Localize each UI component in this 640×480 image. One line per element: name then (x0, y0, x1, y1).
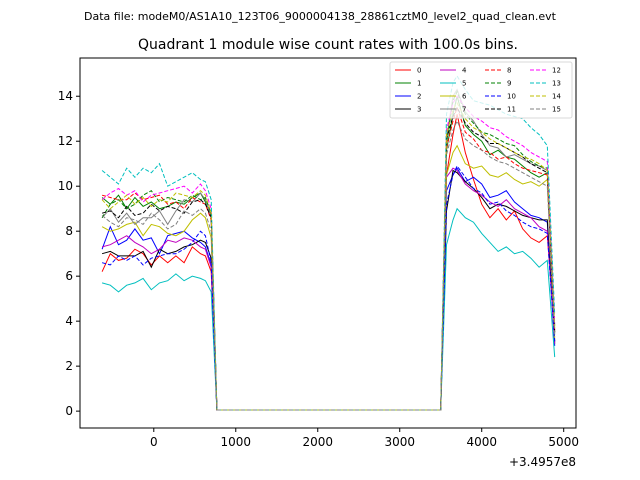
legend-label-10: 10 (507, 93, 516, 101)
legend-label-12: 12 (552, 67, 561, 75)
y-tick-label: 4 (65, 314, 73, 328)
x-tick-label: 4000 (466, 435, 497, 449)
y-tick-label: 10 (58, 179, 73, 193)
legend-label-6: 6 (462, 93, 467, 101)
y-tick-label: 0 (65, 404, 73, 418)
legend-label-13: 13 (552, 80, 561, 88)
y-tick-label: 6 (65, 269, 73, 283)
legend-label-9: 9 (507, 80, 511, 88)
chart-title: Quadrant 1 module wise count rates with … (138, 37, 518, 53)
y-axis: 0 2 4 6 8 10 12 14 (58, 89, 80, 418)
series-line-12 (101, 95, 556, 411)
legend-label-7: 7 (462, 106, 466, 114)
legend-label-4: 4 (462, 67, 467, 75)
x-axis: 0 1000 2000 3000 4000 5000 (150, 428, 579, 449)
legend-label-5: 5 (462, 80, 466, 88)
y-tick-label: 12 (58, 134, 73, 148)
y-tick-label: 8 (65, 224, 73, 238)
x-tick-label: 2000 (302, 435, 333, 449)
legend-label-2: 2 (417, 93, 421, 101)
legend-box (389, 61, 573, 119)
series-line-8 (101, 105, 556, 411)
x-tick-label: 3000 (384, 435, 415, 449)
legend-label-8: 8 (507, 67, 511, 75)
legend-label-14: 14 (552, 93, 561, 101)
x-tick-label: 1000 (220, 435, 251, 449)
x-tick-label: 5000 (548, 435, 579, 449)
y-tick-label: 2 (65, 359, 73, 373)
data-file-header: Data file: modeM0/AS1A10_123T06_90000041… (84, 10, 557, 23)
series-line-15 (101, 119, 556, 411)
legend-label-11: 11 (507, 106, 516, 114)
legend-label-3: 3 (417, 106, 421, 114)
x-tick-label: 0 (150, 435, 158, 449)
legend-label-0: 0 (417, 67, 421, 75)
plot-frame (79, 57, 577, 429)
x-offset-label: +3.4957e8 (509, 455, 576, 469)
series-layer (101, 75, 556, 411)
legend-label-15: 15 (552, 106, 561, 114)
legend-label-1: 1 (417, 80, 421, 88)
y-tick-label: 14 (58, 89, 73, 103)
